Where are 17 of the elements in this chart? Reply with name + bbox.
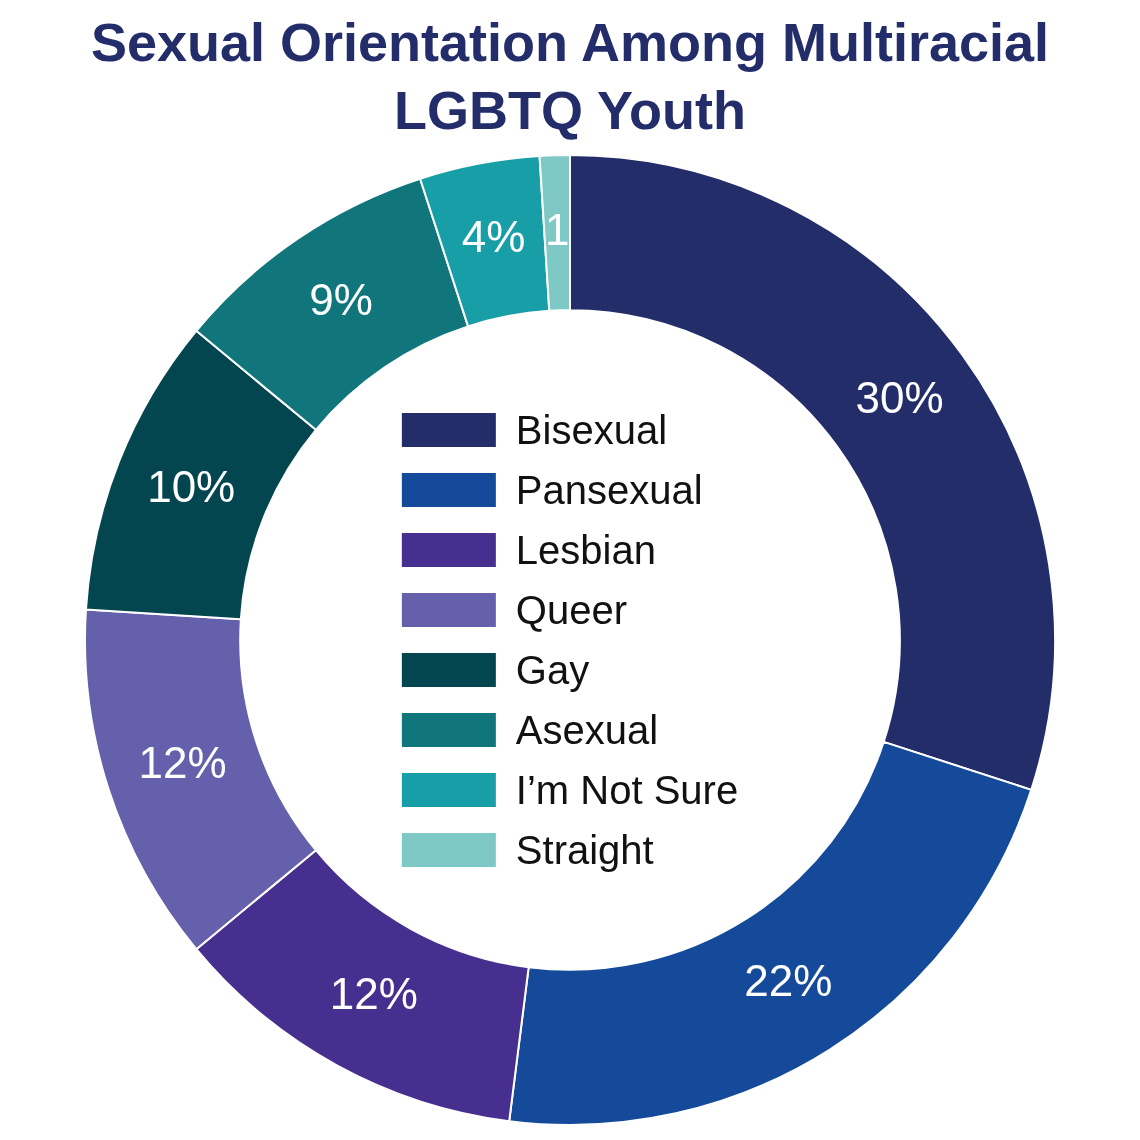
legend-label: Asexual xyxy=(515,707,659,753)
legend-label: Straight xyxy=(515,827,654,873)
legend-label: Lesbian xyxy=(515,527,656,573)
legend-label: I’m Not Sure xyxy=(515,767,739,813)
data-label: 12% xyxy=(329,969,418,1019)
data-label: 12% xyxy=(138,738,227,788)
data-label: 1 xyxy=(544,204,570,254)
legend-label: Pansexual xyxy=(515,467,703,513)
chart-title: Sexual Orientation Among Multiracial LGBTQ Youth xyxy=(89,11,1051,142)
legend-label: Queer xyxy=(515,587,628,633)
data-label: 4% xyxy=(461,211,526,261)
data-label: 9% xyxy=(309,275,373,325)
data-label: 30% xyxy=(855,372,944,422)
data-label: 10% xyxy=(147,462,236,512)
legend-label: Gay xyxy=(515,647,590,693)
data-label: 22% xyxy=(744,956,833,1006)
legend-label: Bisexual xyxy=(515,407,668,453)
